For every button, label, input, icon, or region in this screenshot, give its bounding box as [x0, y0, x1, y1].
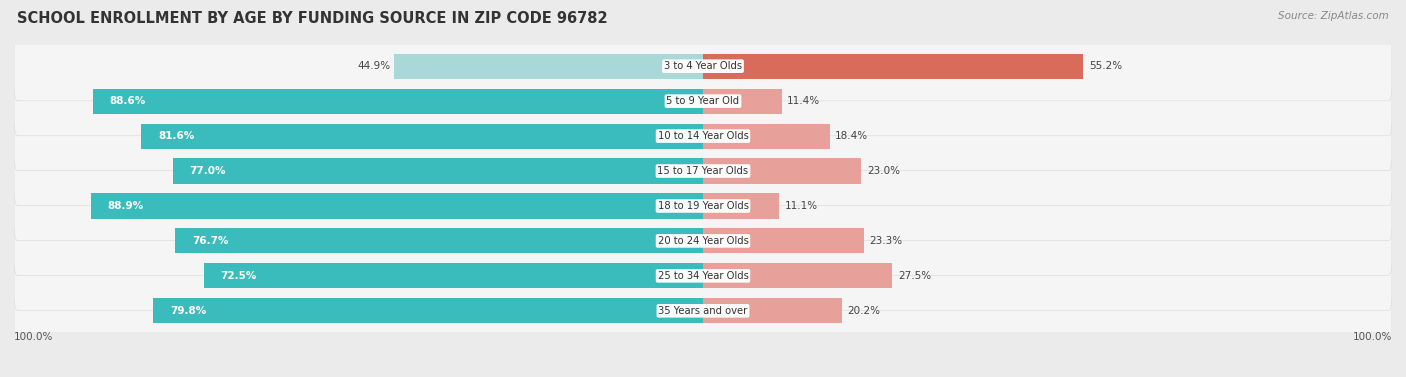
- FancyBboxPatch shape: [14, 276, 1392, 345]
- Text: 35 Years and over: 35 Years and over: [658, 306, 748, 316]
- Text: 88.9%: 88.9%: [108, 201, 143, 211]
- Bar: [174, 228, 703, 253]
- Bar: [703, 298, 842, 323]
- Bar: [153, 298, 703, 323]
- FancyBboxPatch shape: [14, 241, 1392, 310]
- Text: 100.0%: 100.0%: [1353, 332, 1392, 342]
- FancyBboxPatch shape: [14, 32, 1392, 101]
- Bar: [703, 228, 863, 253]
- FancyBboxPatch shape: [14, 101, 1392, 171]
- Text: 100.0%: 100.0%: [14, 332, 53, 342]
- Bar: [703, 263, 893, 288]
- Text: 23.3%: 23.3%: [869, 236, 903, 246]
- Text: 72.5%: 72.5%: [221, 271, 257, 281]
- Text: 88.6%: 88.6%: [110, 96, 146, 106]
- FancyBboxPatch shape: [14, 206, 1392, 276]
- Bar: [204, 263, 703, 288]
- Text: 79.8%: 79.8%: [170, 306, 207, 316]
- Text: 3 to 4 Year Olds: 3 to 4 Year Olds: [664, 61, 742, 71]
- Bar: [93, 89, 703, 114]
- Text: 76.7%: 76.7%: [191, 236, 228, 246]
- Bar: [394, 54, 703, 79]
- Text: Source: ZipAtlas.com: Source: ZipAtlas.com: [1278, 11, 1389, 21]
- Bar: [703, 54, 1083, 79]
- Text: 18 to 19 Year Olds: 18 to 19 Year Olds: [658, 201, 748, 211]
- Text: 23.0%: 23.0%: [868, 166, 900, 176]
- Text: 15 to 17 Year Olds: 15 to 17 Year Olds: [658, 166, 748, 176]
- Text: 25 to 34 Year Olds: 25 to 34 Year Olds: [658, 271, 748, 281]
- Text: 5 to 9 Year Old: 5 to 9 Year Old: [666, 96, 740, 106]
- FancyBboxPatch shape: [14, 67, 1392, 136]
- FancyBboxPatch shape: [14, 136, 1392, 205]
- Bar: [173, 158, 703, 184]
- Bar: [141, 124, 703, 149]
- Text: 11.4%: 11.4%: [787, 96, 820, 106]
- Bar: [703, 124, 830, 149]
- Text: SCHOOL ENROLLMENT BY AGE BY FUNDING SOURCE IN ZIP CODE 96782: SCHOOL ENROLLMENT BY AGE BY FUNDING SOUR…: [17, 11, 607, 26]
- Text: 20 to 24 Year Olds: 20 to 24 Year Olds: [658, 236, 748, 246]
- Text: 81.6%: 81.6%: [157, 131, 194, 141]
- Text: 11.1%: 11.1%: [785, 201, 818, 211]
- FancyBboxPatch shape: [14, 172, 1392, 241]
- Text: 27.5%: 27.5%: [898, 271, 931, 281]
- Text: 77.0%: 77.0%: [190, 166, 226, 176]
- Text: 10 to 14 Year Olds: 10 to 14 Year Olds: [658, 131, 748, 141]
- Bar: [90, 193, 703, 219]
- Bar: [703, 158, 862, 184]
- Text: 18.4%: 18.4%: [835, 131, 869, 141]
- Text: 44.9%: 44.9%: [357, 61, 391, 71]
- Bar: [703, 193, 779, 219]
- Bar: [703, 89, 782, 114]
- Text: 20.2%: 20.2%: [848, 306, 880, 316]
- Text: 55.2%: 55.2%: [1088, 61, 1122, 71]
